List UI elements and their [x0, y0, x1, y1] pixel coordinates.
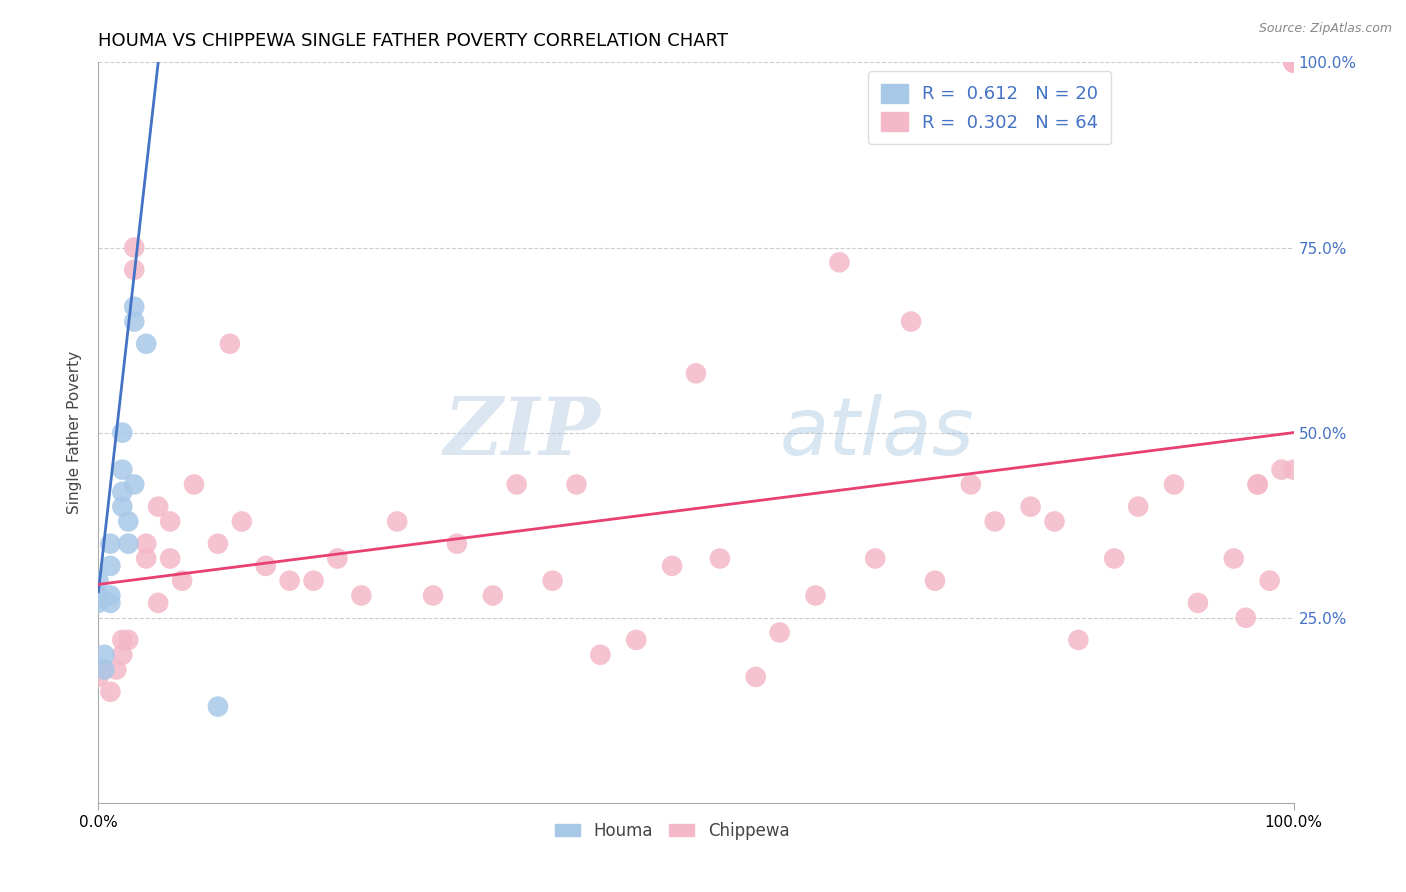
Point — [254, 558, 277, 573]
Legend: Houma, Chippewa: Houma, Chippewa — [548, 815, 796, 847]
Point — [93, 663, 115, 677]
Point — [124, 300, 146, 314]
Point — [709, 551, 731, 566]
Point — [124, 477, 146, 491]
Point — [135, 336, 157, 351]
Point — [745, 670, 768, 684]
Point — [124, 240, 146, 255]
Point — [960, 477, 983, 491]
Point — [207, 699, 229, 714]
Point — [626, 632, 648, 647]
Point — [183, 477, 205, 491]
Point — [804, 589, 827, 603]
Point — [98, 558, 122, 573]
Point — [87, 589, 110, 603]
Point — [422, 589, 444, 603]
Point — [1282, 55, 1305, 70]
Point — [135, 551, 157, 566]
Point — [159, 515, 181, 529]
Point — [900, 314, 922, 328]
Point — [1271, 462, 1294, 476]
Point — [924, 574, 946, 588]
Point — [385, 515, 409, 529]
Point — [589, 648, 612, 662]
Y-axis label: Single Father Poverty: Single Father Poverty — [67, 351, 83, 514]
Point — [685, 367, 707, 381]
Point — [98, 536, 122, 550]
Point — [828, 255, 851, 269]
Point — [87, 670, 110, 684]
Point — [219, 336, 242, 351]
Point — [1128, 500, 1150, 514]
Point — [172, 574, 194, 588]
Point — [541, 574, 564, 588]
Point — [105, 663, 128, 677]
Point — [565, 477, 588, 491]
Point — [87, 574, 110, 588]
Point — [1258, 574, 1281, 588]
Point — [98, 596, 122, 610]
Point — [1282, 55, 1305, 70]
Point — [350, 589, 373, 603]
Point — [865, 551, 887, 566]
Point — [1019, 500, 1042, 514]
Point — [98, 589, 122, 603]
Point — [481, 589, 505, 603]
Point — [111, 462, 134, 476]
Point — [1282, 55, 1305, 70]
Point — [1282, 55, 1305, 70]
Point — [1104, 551, 1126, 566]
Text: atlas: atlas — [779, 393, 974, 472]
Point — [661, 558, 683, 573]
Point — [278, 574, 301, 588]
Point — [148, 500, 170, 514]
Point — [111, 632, 134, 647]
Point — [302, 574, 325, 588]
Point — [98, 685, 122, 699]
Point — [111, 500, 134, 514]
Point — [1223, 551, 1246, 566]
Point — [1043, 515, 1066, 529]
Point — [111, 484, 134, 499]
Point — [111, 648, 134, 662]
Point — [148, 596, 170, 610]
Point — [1234, 610, 1257, 624]
Point — [124, 314, 146, 328]
Point — [207, 536, 229, 550]
Point — [984, 515, 1007, 529]
Text: HOUMA VS CHIPPEWA SINGLE FATHER POVERTY CORRELATION CHART: HOUMA VS CHIPPEWA SINGLE FATHER POVERTY … — [98, 32, 728, 50]
Point — [87, 596, 110, 610]
Point — [159, 551, 181, 566]
Point — [124, 262, 146, 277]
Point — [326, 551, 349, 566]
Point — [1247, 477, 1270, 491]
Point — [1282, 462, 1305, 476]
Point — [506, 477, 529, 491]
Point — [231, 515, 253, 529]
Point — [93, 663, 115, 677]
Point — [135, 536, 157, 550]
Text: ZIP: ZIP — [443, 394, 600, 471]
Point — [1247, 477, 1270, 491]
Point — [446, 536, 468, 550]
Point — [93, 648, 115, 662]
Point — [117, 515, 139, 529]
Point — [1067, 632, 1090, 647]
Text: Source: ZipAtlas.com: Source: ZipAtlas.com — [1258, 22, 1392, 36]
Point — [1187, 596, 1209, 610]
Point — [768, 625, 790, 640]
Point — [1163, 477, 1185, 491]
Point — [117, 536, 139, 550]
Point — [111, 425, 134, 440]
Point — [117, 632, 139, 647]
